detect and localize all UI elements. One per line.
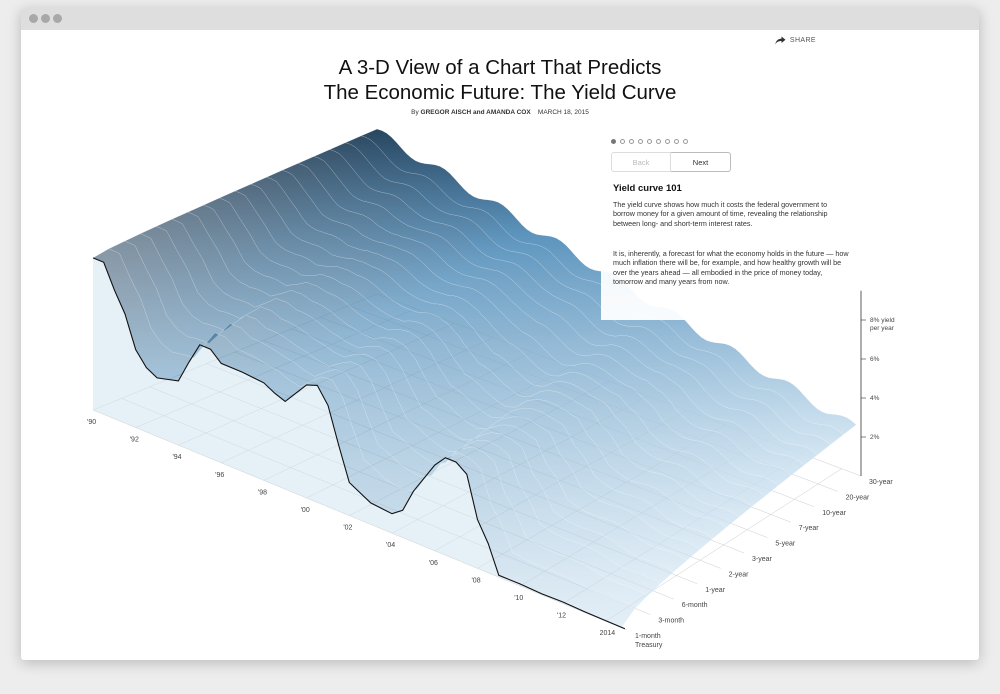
step-dot[interactable] bbox=[620, 139, 625, 144]
back-button[interactable]: Back bbox=[611, 152, 671, 172]
maturity-label: 20-year bbox=[846, 494, 870, 501]
panel-paragraph-1: The yield curve shows how much it costs … bbox=[613, 200, 828, 228]
step-dot[interactable] bbox=[638, 139, 643, 144]
maturity-label: 30-year bbox=[869, 479, 893, 486]
browser-window: SHARE A 3-D View of a Chart That Predict… bbox=[21, 8, 979, 660]
time-tick-label: '90 bbox=[87, 419, 96, 426]
step-dot[interactable] bbox=[665, 139, 670, 144]
byline: By GREGOR AISCH and AMANDA COX MARCH 18,… bbox=[21, 109, 979, 116]
time-tick-label: '02 bbox=[343, 525, 352, 532]
time-tick-label: '10 bbox=[514, 595, 523, 602]
window-zoom-dot[interactable] bbox=[53, 14, 62, 23]
share-label: SHARE bbox=[789, 36, 816, 44]
step-dot[interactable] bbox=[656, 139, 661, 144]
yield-tick-label: 4% bbox=[870, 395, 880, 402]
byline-prefix: By bbox=[411, 109, 419, 116]
step-dot[interactable] bbox=[683, 139, 688, 144]
next-button[interactable]: Next bbox=[671, 152, 731, 172]
maturity-label: 5-year bbox=[775, 541, 796, 548]
step-dot[interactable] bbox=[674, 139, 679, 144]
yield-tick-label: 8% yield per year bbox=[870, 317, 895, 332]
maturity-label-line: Treasury bbox=[635, 642, 663, 649]
maturity-label: 6-month bbox=[682, 602, 708, 609]
short-rate-line bbox=[92, 257, 626, 630]
time-tick-label: '04 bbox=[386, 542, 395, 549]
time-tick-label: '96 bbox=[215, 472, 224, 479]
step-dot[interactable] bbox=[611, 139, 616, 144]
byline-authors[interactable]: GREGOR AISCH and AMANDA COX bbox=[420, 109, 531, 116]
time-tick-label: '94 bbox=[172, 454, 181, 461]
step-nav: Back Next bbox=[611, 152, 731, 172]
window-close-dot[interactable] bbox=[29, 14, 38, 23]
time-tick-label: 2014 bbox=[600, 630, 616, 637]
maturity-label: 10-year bbox=[822, 510, 846, 517]
time-tick-label: '06 bbox=[429, 560, 438, 567]
time-tick-label: '92 bbox=[130, 437, 139, 444]
yield-tick-label-line: per year bbox=[870, 325, 895, 332]
yield-curve-3d-chart[interactable]: 2% 4% 6% 8% yield per year '90 '92 '94 '96 '98 '00… bbox=[21, 8, 979, 660]
time-tick-label: '98 bbox=[258, 489, 267, 496]
yield-tick-label: 2% bbox=[870, 434, 880, 441]
window-titlebar bbox=[21, 8, 979, 30]
maturity-label: 1-month Treasury bbox=[635, 633, 663, 649]
maturity-label: 7-year bbox=[799, 525, 820, 532]
story-panel: Back Next Yield curve 101 The yield curv… bbox=[601, 134, 851, 320]
headline-line-2: The Economic Future: The Yield Curve bbox=[323, 81, 677, 104]
time-tick-label: '08 bbox=[471, 577, 480, 584]
step-dot[interactable] bbox=[647, 139, 652, 144]
share-link[interactable]: SHARE bbox=[775, 34, 816, 46]
yield-tick-label: 6% bbox=[870, 356, 880, 363]
yield-surface-front-wall bbox=[93, 257, 622, 628]
step-indicator bbox=[611, 139, 688, 144]
time-tick-label: '12 bbox=[557, 613, 566, 620]
headline-line-1: A 3-D View of a Chart That Predicts bbox=[338, 56, 662, 79]
yield-tick-label-line: 8% yield bbox=[870, 317, 895, 324]
byline-date: MARCH 18, 2015 bbox=[537, 109, 589, 116]
maturity-label-line: 1-month bbox=[635, 633, 661, 640]
time-tick-label: '00 bbox=[301, 507, 310, 514]
maturity-label: 3-year bbox=[752, 556, 773, 563]
panel-title: Yield curve 101 bbox=[613, 183, 682, 194]
maturity-label: 2-year bbox=[729, 571, 750, 578]
share-arrow-icon bbox=[775, 36, 786, 44]
window-minimize-dot[interactable] bbox=[41, 14, 50, 23]
maturity-label: 1-year bbox=[705, 587, 726, 594]
maturity-label: 3-month bbox=[658, 618, 684, 625]
step-dot[interactable] bbox=[629, 139, 634, 144]
headline: A 3-D View of a Chart That Predicts The … bbox=[21, 55, 979, 105]
panel-paragraph-2: It is, inherently, a forecast for what t… bbox=[613, 249, 849, 287]
